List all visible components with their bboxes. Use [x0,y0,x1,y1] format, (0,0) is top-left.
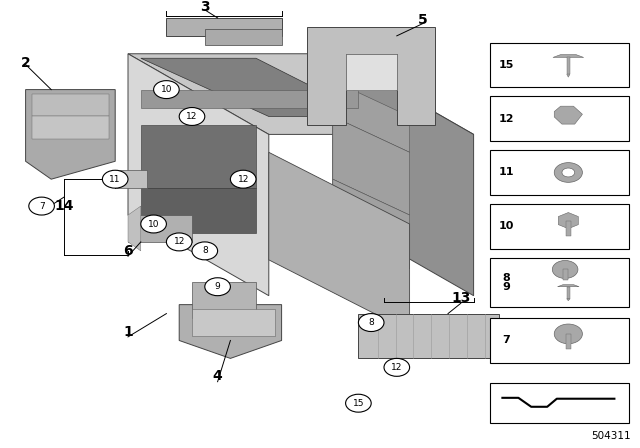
Circle shape [141,215,166,233]
Bar [566,220,571,236]
Text: 13: 13 [451,291,470,305]
Bar [567,287,570,299]
Polygon shape [32,116,109,139]
Polygon shape [358,314,499,358]
Circle shape [102,170,128,188]
Polygon shape [192,309,275,336]
Text: 5: 5 [417,13,428,27]
FancyBboxPatch shape [490,318,629,363]
Text: 12: 12 [237,175,249,184]
Polygon shape [333,81,410,152]
Text: 12: 12 [173,237,185,246]
Polygon shape [553,55,584,57]
Text: 8
9: 8 9 [502,273,510,292]
Polygon shape [333,116,410,215]
Polygon shape [141,188,256,233]
Bar [567,57,570,74]
FancyBboxPatch shape [490,96,629,141]
Circle shape [29,197,54,215]
FancyBboxPatch shape [490,43,629,87]
Text: 10: 10 [161,85,172,94]
FancyBboxPatch shape [490,258,629,307]
Circle shape [346,394,371,412]
Polygon shape [557,285,579,287]
Bar [566,334,571,349]
Polygon shape [141,58,371,116]
Polygon shape [333,54,474,296]
Text: 15: 15 [353,399,364,408]
Text: 7: 7 [39,202,44,211]
Text: 6: 6 [123,244,133,258]
Text: 11: 11 [109,175,121,184]
Polygon shape [205,29,282,45]
Text: 8: 8 [202,246,207,255]
FancyBboxPatch shape [490,150,629,195]
Text: 9: 9 [215,282,220,291]
Polygon shape [32,94,109,116]
Text: 1: 1 [123,324,133,339]
Polygon shape [333,179,410,269]
Circle shape [358,314,384,332]
Text: 12: 12 [391,363,403,372]
Bar [563,269,568,280]
Polygon shape [307,27,435,125]
Circle shape [552,260,578,278]
Text: 8: 8 [369,318,374,327]
Circle shape [205,278,230,296]
Circle shape [562,168,575,177]
Circle shape [166,233,192,251]
Circle shape [192,242,218,260]
Polygon shape [269,152,410,332]
Polygon shape [141,125,256,188]
Polygon shape [554,106,582,124]
Circle shape [384,358,410,376]
Text: 12: 12 [186,112,198,121]
Circle shape [230,170,256,188]
FancyBboxPatch shape [490,383,629,423]
Polygon shape [166,18,282,36]
Polygon shape [179,305,282,358]
Circle shape [554,324,582,344]
Polygon shape [128,215,192,242]
Text: 2: 2 [20,56,31,70]
Text: 12: 12 [499,114,514,124]
Circle shape [154,81,179,99]
Polygon shape [567,299,570,301]
Polygon shape [26,90,115,179]
Circle shape [179,108,205,125]
Text: 15: 15 [499,60,514,70]
Text: 10: 10 [499,221,514,231]
Text: 14: 14 [54,199,74,213]
Text: 10: 10 [148,220,159,228]
Text: 504311: 504311 [591,431,630,441]
Polygon shape [558,212,579,228]
Polygon shape [346,54,397,90]
FancyBboxPatch shape [490,204,629,249]
Polygon shape [128,54,474,134]
Polygon shape [115,170,147,188]
Text: 7: 7 [502,336,510,345]
Polygon shape [567,74,570,77]
Polygon shape [128,54,269,296]
Text: 4: 4 [212,369,223,383]
Text: 11: 11 [499,168,514,177]
Polygon shape [192,282,256,318]
Circle shape [554,163,582,182]
Text: 3: 3 [200,0,210,14]
Polygon shape [141,90,358,108]
Polygon shape [128,206,141,251]
